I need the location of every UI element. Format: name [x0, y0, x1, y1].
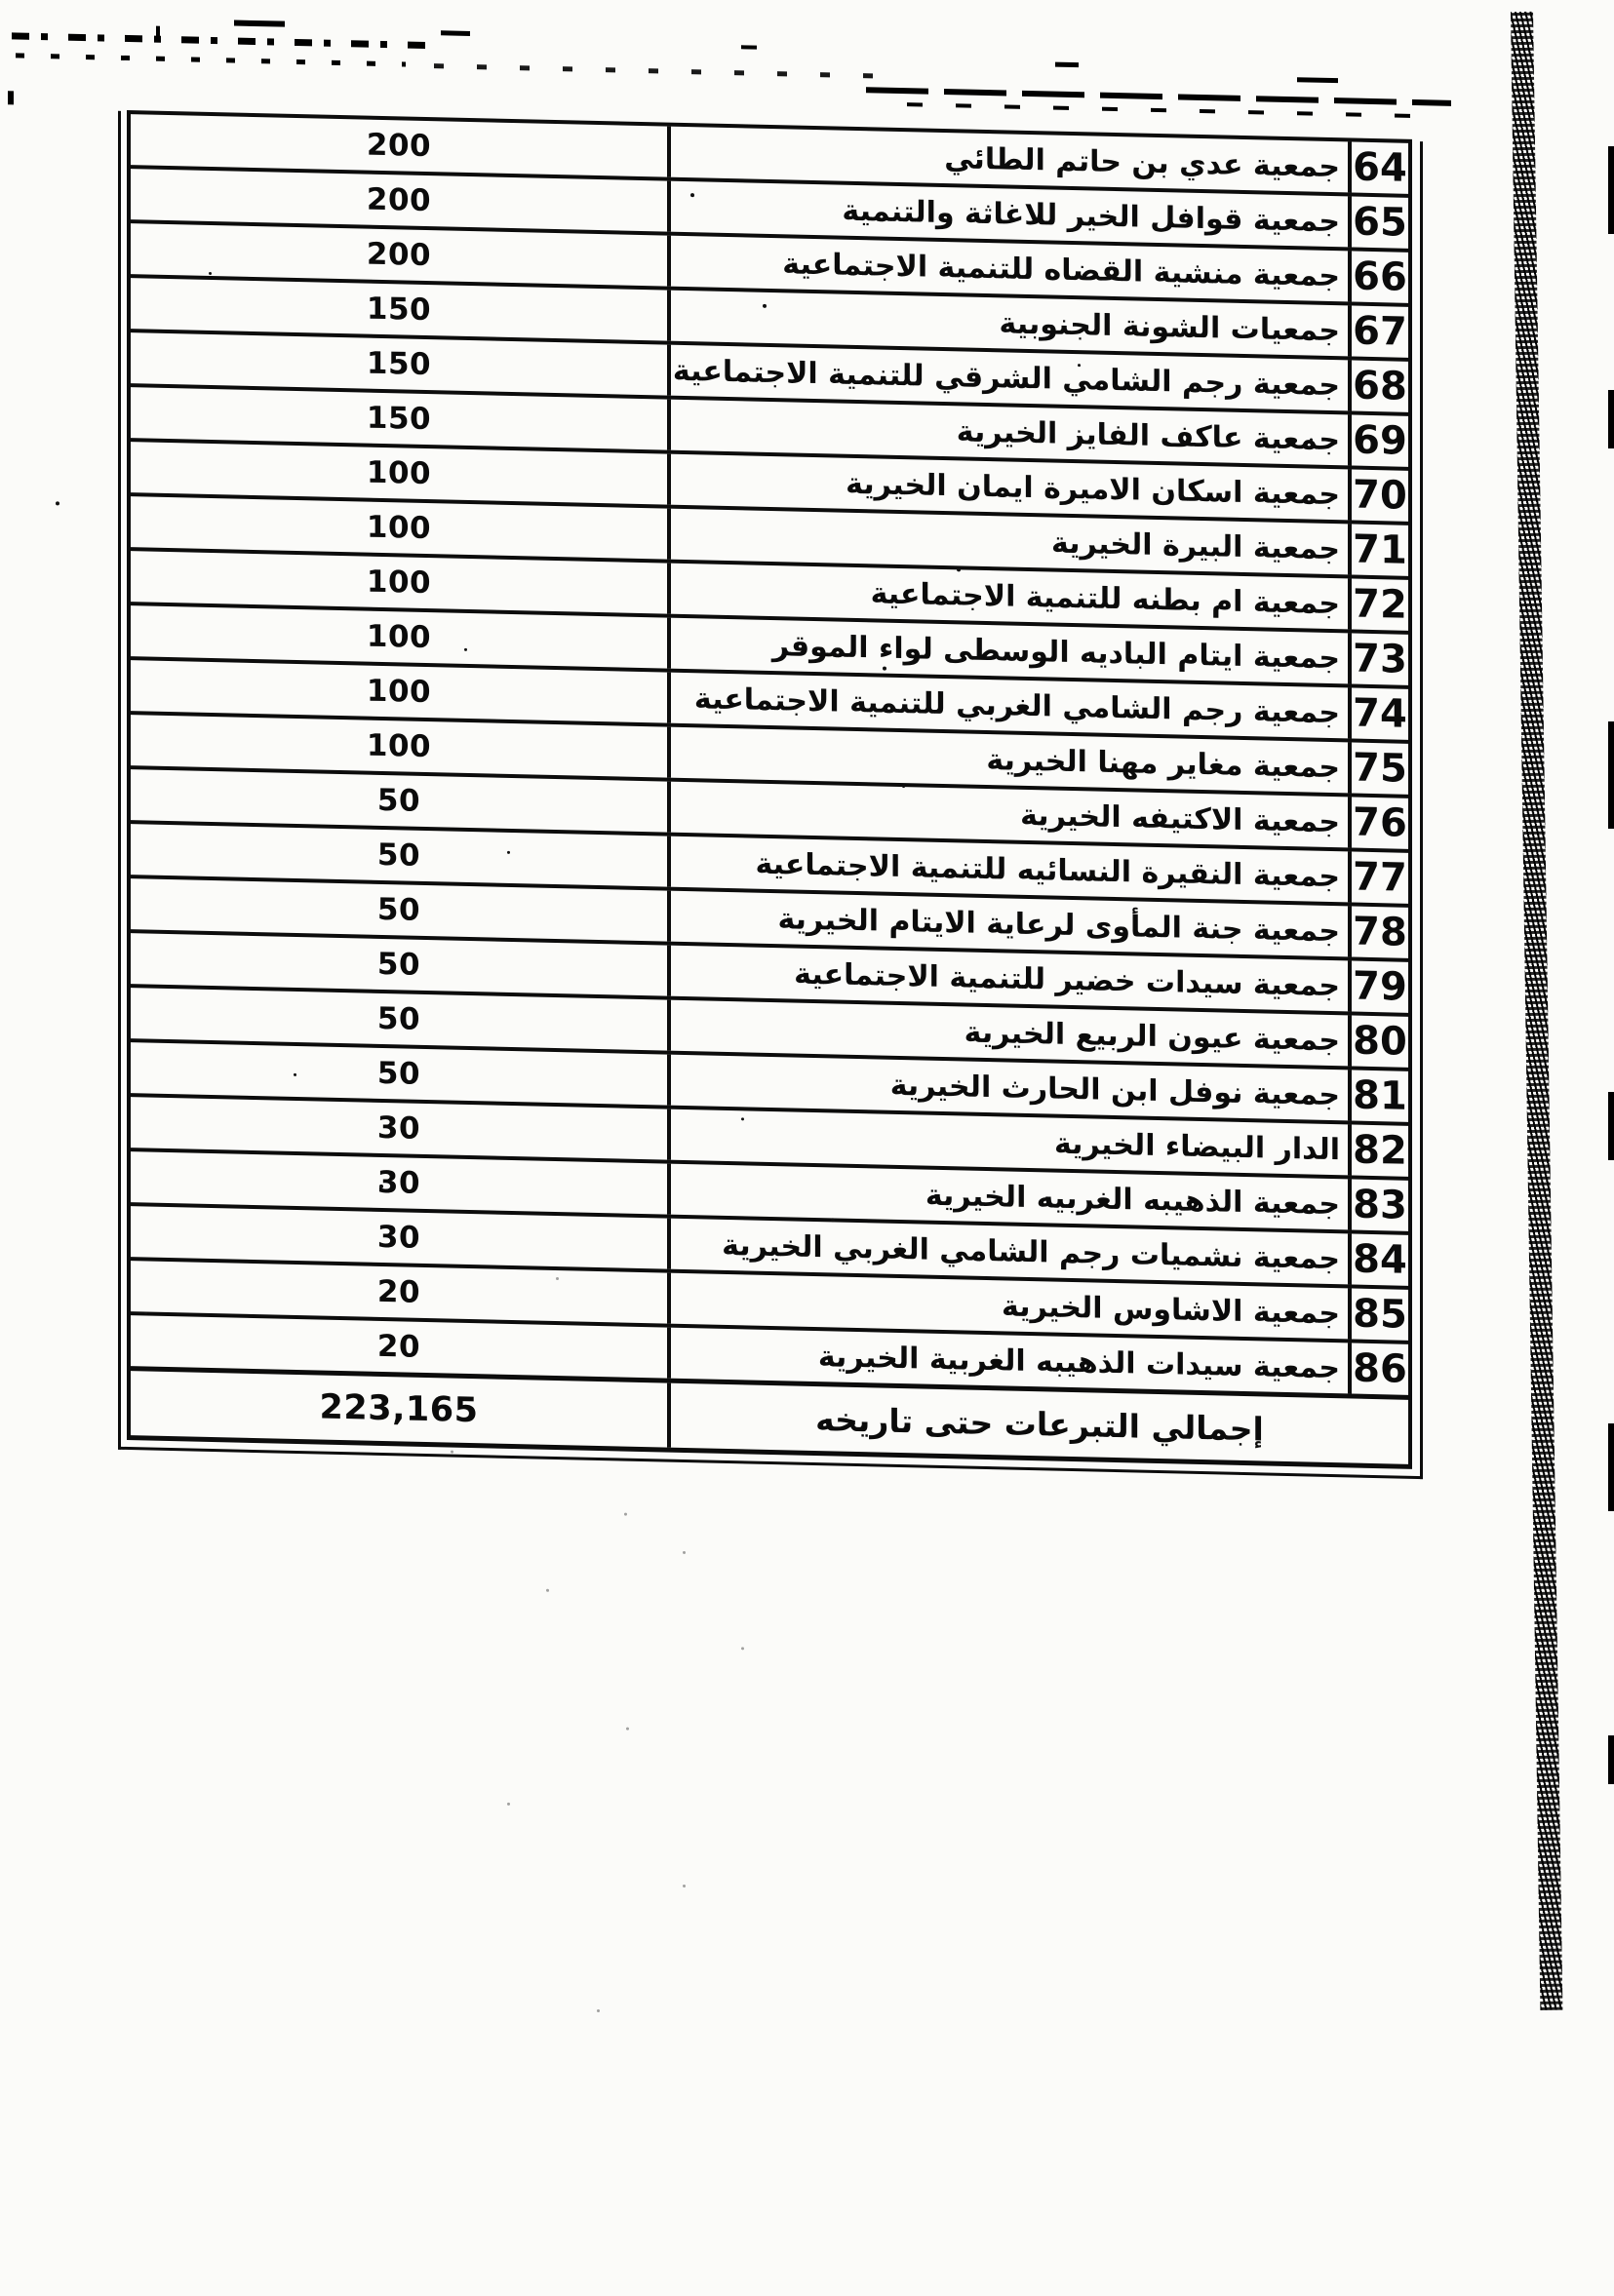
- scan-edge-mark: [1608, 721, 1614, 829]
- ink-speck: [626, 1727, 629, 1731]
- scan-noise-dash: [1055, 61, 1079, 68]
- ink-speck: [690, 193, 694, 198]
- ink-speck: [883, 666, 886, 671]
- ink-speck: [683, 1550, 686, 1555]
- ink-speck: [957, 567, 961, 572]
- row-number-cell: 71: [1353, 526, 1407, 573]
- row-number-cell: 70: [1353, 472, 1407, 519]
- total-label-cell: إجمالي التبرعات حتى تاريخه: [667, 1382, 1408, 1464]
- ink-speck: [556, 1276, 559, 1281]
- row-number-cell: 73: [1353, 636, 1407, 682]
- amount-cell: 100: [366, 454, 432, 492]
- table-right-double-border: [1420, 141, 1423, 1480]
- amount-cell: 50: [376, 946, 421, 983]
- amount-cell: 50: [376, 891, 421, 928]
- row-number-cell: 64: [1353, 144, 1407, 191]
- row-number-cell: 82: [1353, 1127, 1407, 1174]
- amount-cell: 200: [366, 127, 432, 165]
- scan-noise-dash: [156, 25, 160, 42]
- ink-speck: [1078, 364, 1081, 368]
- total-amount-cell: 223,165: [319, 1387, 479, 1431]
- ink-speck: [624, 1512, 627, 1516]
- amount-cell: 50: [376, 837, 421, 874]
- amount-cell: 150: [366, 291, 432, 329]
- scan-noise-dash: [441, 30, 470, 36]
- scan-edge-mark: [1608, 390, 1614, 448]
- amount-cell: 30: [376, 1109, 421, 1147]
- row-number-cell: 66: [1353, 253, 1407, 300]
- ink-speck: [597, 2008, 600, 2013]
- row-number-cell: 83: [1353, 1182, 1407, 1228]
- row-number-cell: 80: [1353, 1018, 1407, 1065]
- ink-speck: [831, 1218, 835, 1223]
- ink-speck: [741, 1647, 744, 1651]
- scan-edge-mark: [1608, 1735, 1614, 1784]
- ink-speck: [451, 1450, 453, 1454]
- donations-table: 200 جمعية عدي بن حاتم الطائي 64 200 جمعي…: [127, 110, 1423, 1480]
- amount-cell: 100: [366, 564, 432, 602]
- scan-noise-dash: [741, 45, 757, 50]
- row-number-cell: 86: [1353, 1345, 1407, 1392]
- amount-cell: 200: [366, 181, 432, 219]
- scan-edge-mark: [1608, 146, 1614, 234]
- amount-cell: 100: [366, 618, 432, 656]
- row-number-cell: 76: [1353, 799, 1407, 846]
- ink-speck: [56, 501, 59, 506]
- amount-cell: 150: [366, 400, 432, 438]
- amount-cell: 20: [376, 1273, 421, 1310]
- row-number-cell: 81: [1353, 1072, 1407, 1119]
- ink-speck: [1310, 438, 1313, 442]
- row-number-cell: 78: [1353, 909, 1407, 955]
- scan-edge-mark: [1608, 1092, 1614, 1160]
- amount-cell: 100: [366, 727, 432, 765]
- scan-noise-band: [12, 32, 431, 50]
- ink-speck: [683, 1884, 686, 1888]
- scan-edge-mark: [1608, 1423, 1614, 1511]
- amount-cell: 150: [366, 345, 432, 383]
- scan-noise-dash: [234, 19, 285, 27]
- ink-speck: [209, 271, 212, 275]
- scan-noise-band: [16, 53, 406, 67]
- ink-speck: [546, 1588, 549, 1592]
- amount-cell: 100: [366, 509, 432, 547]
- amount-cell: 50: [376, 1000, 421, 1037]
- ink-speck: [741, 1117, 744, 1121]
- ink-speck: [379, 1184, 383, 1188]
- ink-speck: [902, 785, 905, 789]
- ink-speck: [507, 850, 510, 854]
- row-number-cell: 79: [1353, 963, 1407, 1010]
- table-body: 200 جمعية عدي بن حاتم الطائي 64 200 جمعي…: [131, 114, 1408, 1395]
- amount-cell: 100: [366, 673, 432, 711]
- row-number-cell: 72: [1353, 581, 1407, 628]
- amount-cell: 50: [376, 782, 421, 819]
- amount-cell: 20: [376, 1328, 421, 1365]
- scan-noise-dash: [8, 91, 14, 105]
- amount-cell: 30: [376, 1219, 421, 1256]
- ink-speck: [294, 1072, 296, 1076]
- ink-speck: [464, 647, 467, 651]
- row-number-cell: 84: [1353, 1236, 1407, 1283]
- scan-noise-band: [907, 102, 1414, 118]
- ink-speck: [144, 1311, 147, 1315]
- row-number-cell: 69: [1353, 417, 1407, 464]
- row-number-cell: 77: [1353, 854, 1407, 901]
- row-number-cell: 68: [1353, 363, 1407, 409]
- amount-cell: 50: [376, 1055, 421, 1092]
- scan-noise-dash: [1297, 77, 1338, 84]
- scan-noise-band: [434, 63, 873, 79]
- row-number-cell: 85: [1353, 1291, 1407, 1338]
- amount-cell: 30: [376, 1164, 421, 1201]
- ink-speck: [507, 1802, 510, 1806]
- row-number-cell: 75: [1353, 745, 1407, 792]
- amount-cell: 200: [366, 236, 432, 274]
- row-number-cell: 67: [1353, 308, 1407, 355]
- row-number-cell: 74: [1353, 690, 1407, 737]
- ink-speck: [763, 303, 767, 308]
- row-number-cell: 65: [1353, 199, 1407, 246]
